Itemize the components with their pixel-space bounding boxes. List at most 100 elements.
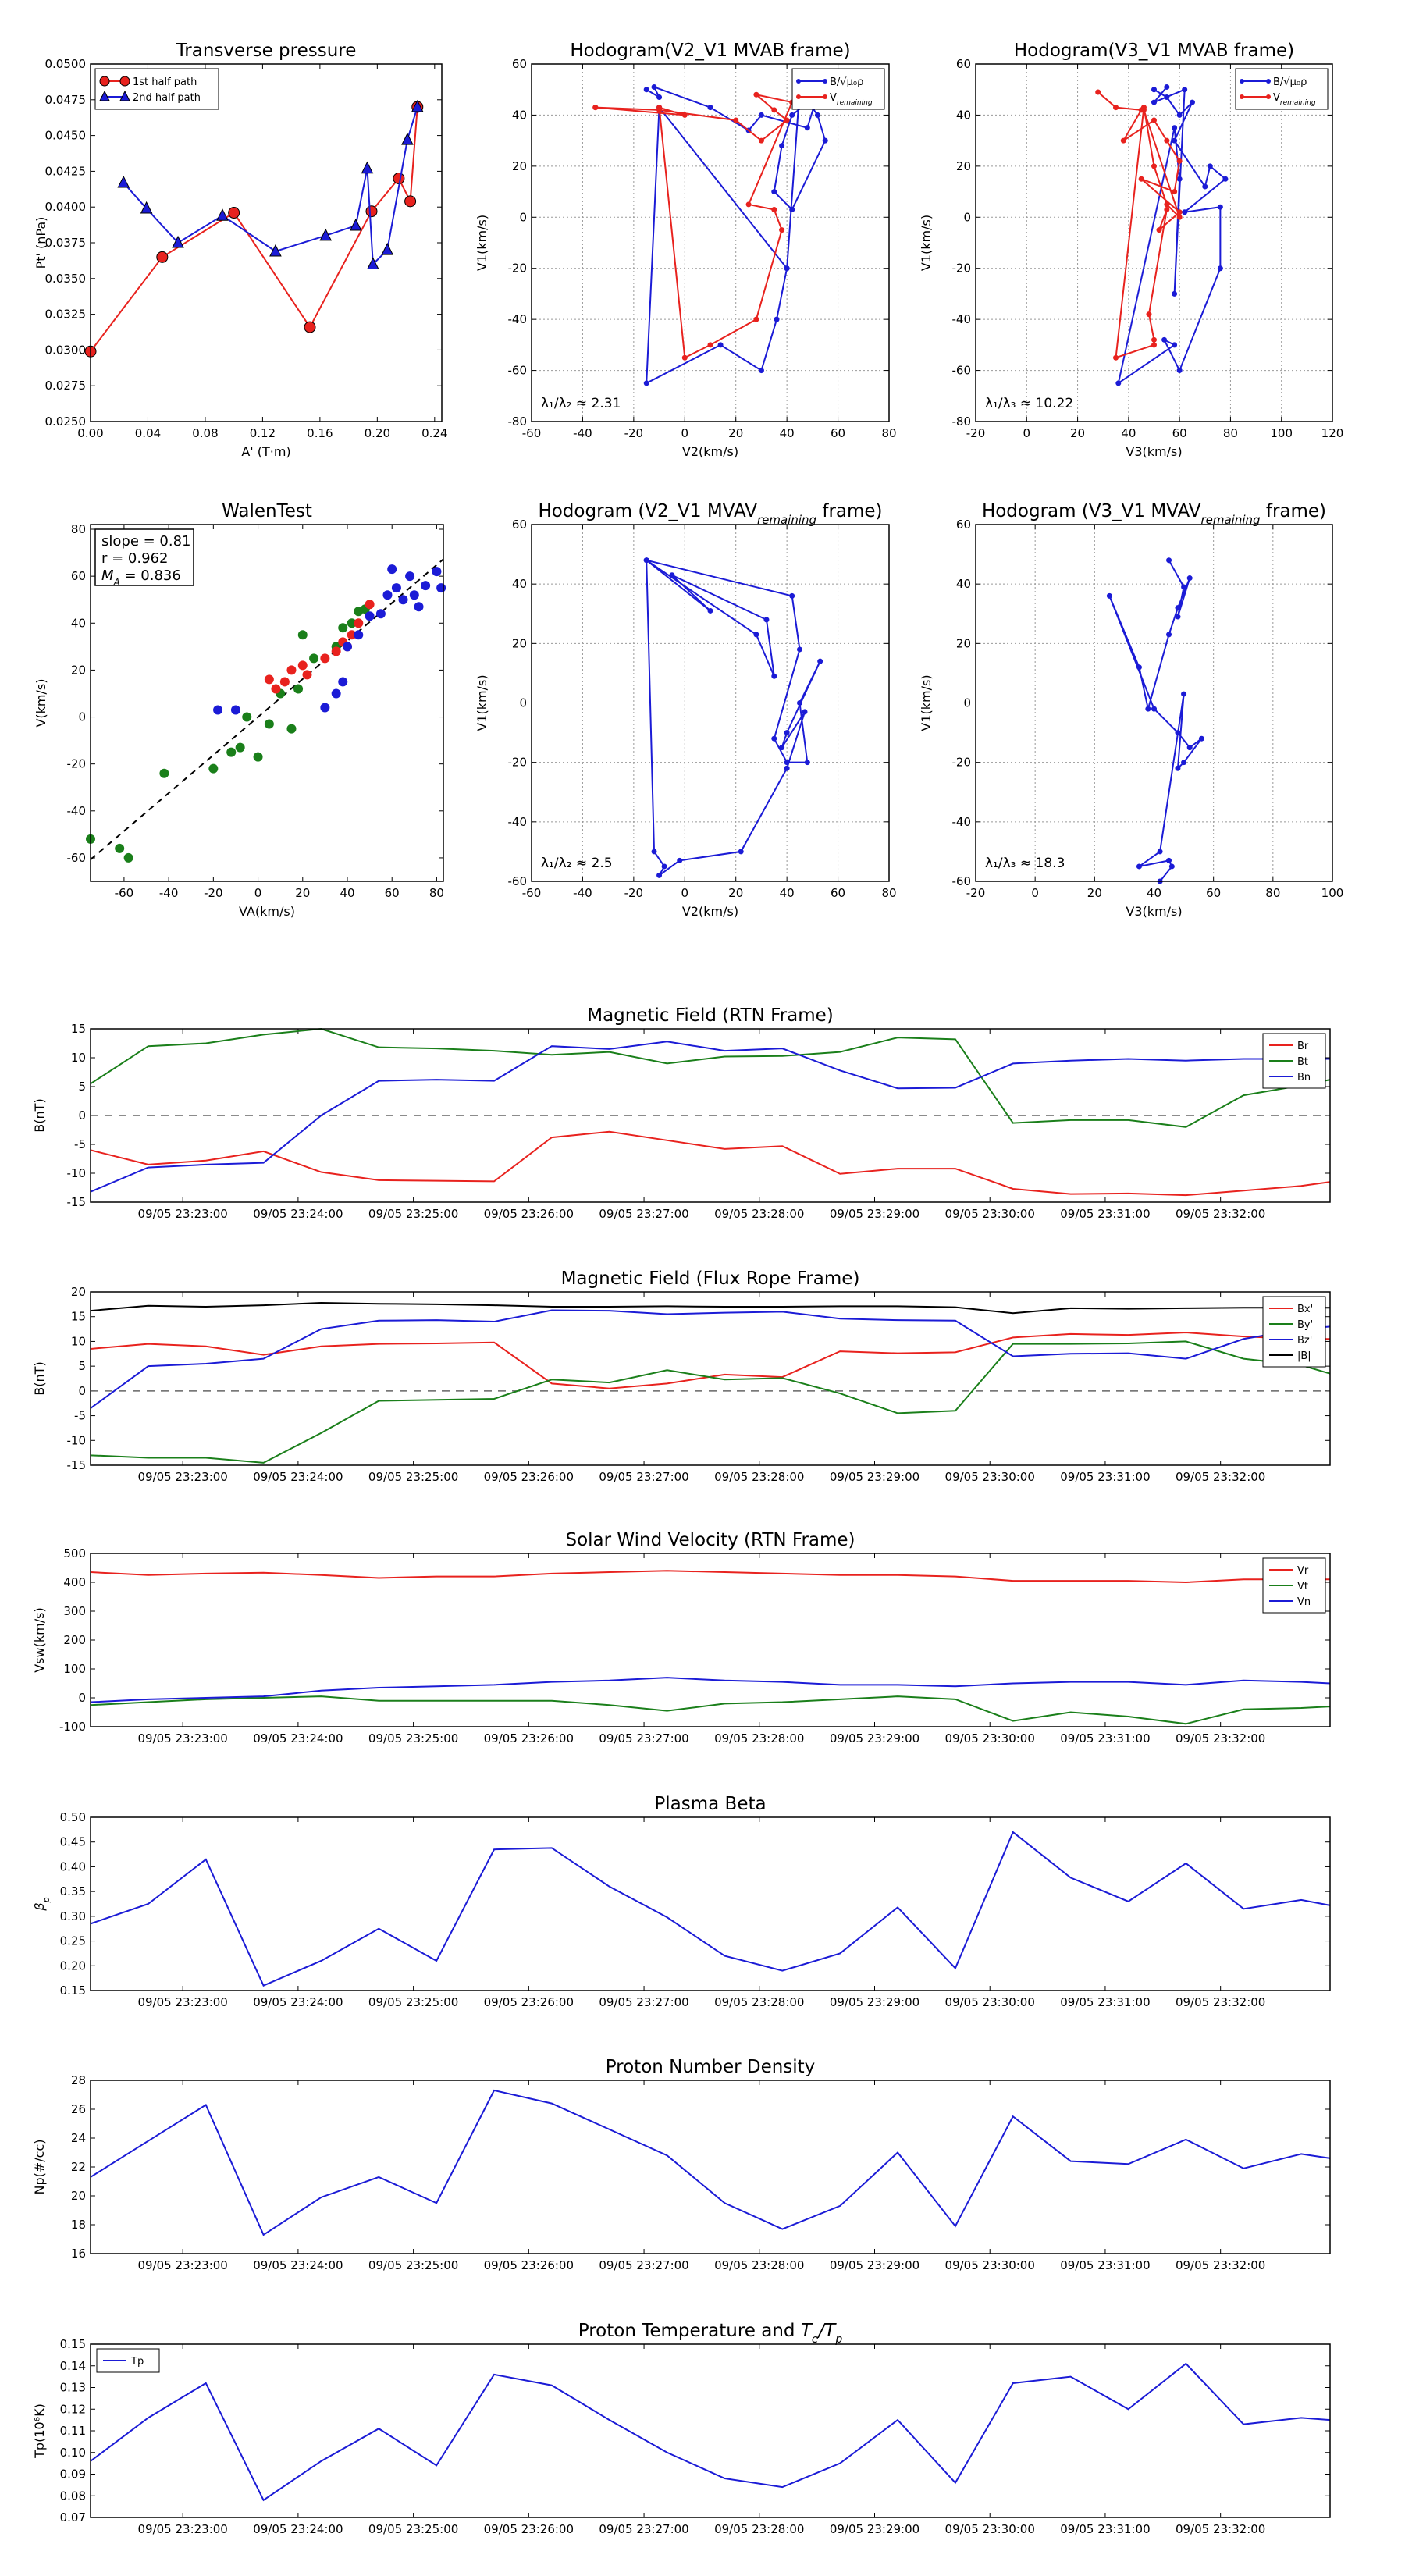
x-tick-label: 09/05 23:28:00 — [714, 1995, 804, 2009]
y-tick-label: 28 — [71, 2073, 86, 2087]
data-point — [779, 745, 785, 751]
series-line-bx — [90, 1332, 1330, 1389]
x-tick-label: 80 — [1265, 886, 1280, 900]
series-line-beta — [90, 1831, 1331, 1987]
data-point — [216, 208, 229, 221]
timeseries-vsw: Solar Wind Velocity (RTN Frame) -100 0 100 2… — [32, 1530, 1331, 1745]
y-tick-label: 20 — [956, 636, 971, 650]
y-tick-label: -60 — [952, 364, 972, 378]
data-point — [779, 143, 785, 149]
x-tick-label: -60 — [522, 886, 542, 900]
x-tick-label: 60 — [1172, 426, 1187, 440]
x-tick-label: 09/05 23:26:00 — [484, 1470, 574, 1484]
data-point — [1181, 584, 1187, 590]
data-point — [1176, 176, 1183, 182]
timeseries-np: Proton Number Density 16 18 20 22 24 26 28 09/05… — [32, 2057, 1331, 2272]
y-tick-label: -80 — [508, 415, 528, 429]
data-point — [1095, 89, 1101, 95]
x-tick-label: 20 — [1087, 886, 1102, 900]
y-axis-label: V1(km/s) — [475, 674, 489, 731]
data-point — [1145, 706, 1151, 712]
data-point — [1113, 354, 1119, 361]
plot-frame — [90, 1291, 1331, 1466]
plot-frame — [90, 2080, 1331, 2254]
data-point — [319, 228, 333, 241]
y-tick-label: -40 — [508, 815, 528, 829]
y-axis-label: V1(km/s) — [919, 674, 934, 731]
legend-marker — [1240, 94, 1244, 99]
data-point — [401, 132, 414, 145]
data-point — [1157, 849, 1163, 855]
series-line-vn — [90, 1677, 1331, 1703]
scatter-point — [405, 571, 415, 582]
x-tick-label: 20 — [728, 886, 743, 900]
data-point — [1138, 176, 1144, 182]
scatter-point — [331, 646, 341, 656]
data-point — [1176, 214, 1183, 220]
data-point — [669, 572, 675, 578]
series-line-bz — [90, 1309, 1331, 1409]
y-tick-label: -60 — [67, 851, 87, 865]
data-point — [771, 735, 777, 742]
data-point — [1182, 209, 1188, 215]
y-tick-label: 20 — [512, 159, 527, 173]
series-line-vr — [90, 1570, 1330, 1584]
timeseries-beta: Plasma Beta 0.15 0.20 0.25 0.30 0.35 0.40 0.45 0… — [32, 1794, 1331, 2009]
scatter-point — [271, 684, 281, 694]
chart-h1: -60 -40 -20 0 20 40 60 80-80-60-40-200204060Hod… — [475, 41, 897, 459]
x-tick-label: 09/05 23:23:00 — [137, 1995, 227, 2009]
legend-label: 2nd half path — [133, 92, 201, 104]
x-tick-label: 09/05 23:25:00 — [368, 1731, 458, 1745]
data-point — [1166, 557, 1172, 564]
scatter-point — [320, 653, 330, 664]
x-tick-label: 09/05 23:26:00 — [484, 1207, 574, 1221]
x-tick-label: 09/05 23:31:00 — [1060, 1995, 1150, 2009]
plot-frame — [531, 63, 890, 422]
panel-title: Proton Number Density — [606, 2057, 816, 2077]
data-point — [738, 849, 744, 855]
scatter-point — [338, 677, 348, 687]
data-point — [1172, 189, 1178, 195]
data-point — [707, 105, 713, 111]
x-tick-label: 40 — [1121, 426, 1136, 440]
data-point — [228, 207, 240, 219]
x-tick-label: 40 — [340, 886, 354, 900]
data-point — [651, 84, 657, 90]
data-point — [1176, 368, 1183, 374]
data-point — [784, 117, 790, 123]
scatter-point — [264, 719, 274, 729]
x-tick-label: 09/05 23:30:00 — [945, 1731, 1035, 1745]
y-tick-label: -80 — [952, 415, 972, 429]
scatter-point — [230, 705, 240, 715]
y-tick-label: 0.20 — [60, 1959, 86, 1973]
data-point — [1151, 117, 1157, 123]
scatter-point — [293, 684, 304, 694]
y-tick-label: 24 — [71, 2131, 86, 2145]
data-point — [1136, 664, 1142, 671]
y-tick-label: 0 — [78, 1384, 86, 1398]
legend-label: Bt — [1297, 1056, 1308, 1068]
x-tick-label: -20 — [624, 886, 644, 900]
scatter-point — [208, 763, 219, 774]
y-tick-label: -60 — [952, 874, 972, 888]
scatter-point — [347, 618, 357, 628]
data-point — [814, 112, 820, 118]
scatter-point — [436, 583, 446, 593]
y-tick-label: 20 — [71, 1285, 86, 1299]
data-point — [1217, 204, 1223, 210]
data-point — [1176, 112, 1183, 118]
data-point — [1164, 84, 1170, 90]
scatter-point — [387, 564, 397, 575]
x-tick-label: 09/05 23:23:00 — [137, 2522, 227, 2536]
scatter-point — [297, 630, 308, 640]
x-tick-label: 09/05 23:30:00 — [945, 2258, 1035, 2272]
data-point — [1164, 137, 1170, 144]
x-tick-label: 09/05 23:25:00 — [368, 1207, 458, 1221]
x-tick-label: 0 — [681, 426, 689, 440]
x-tick-label: 09/05 23:27:00 — [599, 1731, 688, 1745]
x-tick-label: 09/05 23:26:00 — [484, 2258, 574, 2272]
data-point — [1164, 94, 1170, 101]
y-tick-label: 10 — [71, 1334, 86, 1348]
x-tick-label: 09/05 23:23:00 — [137, 1207, 227, 1221]
data-point — [172, 235, 184, 248]
